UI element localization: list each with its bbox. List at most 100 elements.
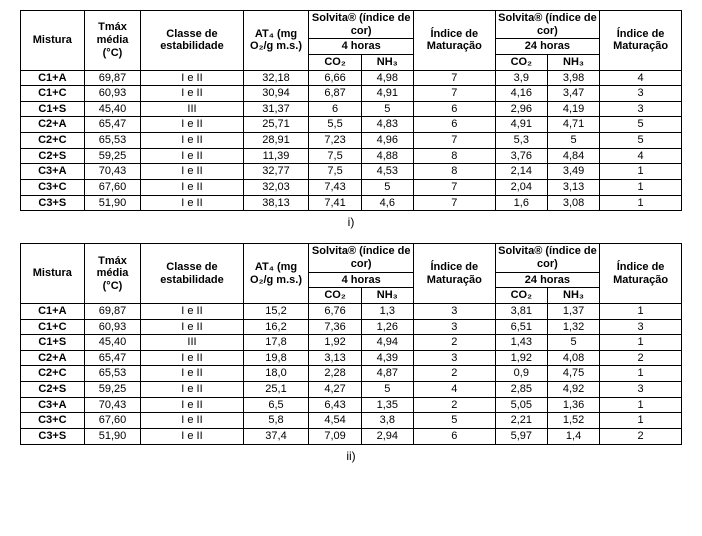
cell-mat2: 1 xyxy=(600,180,682,196)
cell-s24co2: 0,9 xyxy=(495,366,547,382)
table-row: C1+S45,40III31,376562,964,193 xyxy=(21,101,682,117)
header-solv24-co2: CO₂ xyxy=(495,288,547,304)
cell-s24nh3: 1,52 xyxy=(547,413,599,429)
header-solv4-nh3: NH₃ xyxy=(361,288,413,304)
cell-mat2: 1 xyxy=(600,164,682,180)
cell-s4nh3: 4,53 xyxy=(361,164,413,180)
header-solv24-co2: CO₂ xyxy=(495,54,547,70)
table-i: Mistura Tmáx média (°C) Classe de estabi… xyxy=(20,10,682,211)
cell-tmax: 59,25 xyxy=(84,382,141,398)
cell-mat1: 3 xyxy=(413,350,495,366)
cell-classe: I e II xyxy=(141,195,243,211)
cell-tmax: 59,25 xyxy=(84,148,141,164)
cell-s24co2: 3,9 xyxy=(495,70,547,86)
cell-tmax: 51,90 xyxy=(84,429,141,445)
cell-s4nh3: 1,3 xyxy=(361,303,413,319)
cell-s4nh3: 5 xyxy=(361,382,413,398)
cell-tmax: 51,90 xyxy=(84,195,141,211)
cell-tmax: 60,93 xyxy=(84,86,141,102)
cell-s4nh3: 4,87 xyxy=(361,366,413,382)
header-solv4-co2: CO₂ xyxy=(309,54,361,70)
cell-mistura: C2+S xyxy=(21,382,85,398)
header-at4: AT₄ (mg O₂/g m.s.) xyxy=(243,244,309,304)
header-mat2: Índice de Maturação xyxy=(600,11,682,71)
cell-classe: I e II xyxy=(141,86,243,102)
cell-at4: 32,18 xyxy=(243,70,309,86)
cell-s24co2: 6,51 xyxy=(495,319,547,335)
cell-s24nh3: 4,19 xyxy=(547,101,599,117)
cell-tmax: 45,40 xyxy=(84,101,141,117)
cell-mat1: 6 xyxy=(413,429,495,445)
cell-at4: 17,8 xyxy=(243,335,309,351)
cell-mistura: C1+S xyxy=(21,335,85,351)
cell-mat1: 2 xyxy=(413,335,495,351)
cell-s4nh3: 1,35 xyxy=(361,397,413,413)
cell-s4nh3: 4,94 xyxy=(361,335,413,351)
cell-mistura: C2+S xyxy=(21,148,85,164)
cell-mat1: 5 xyxy=(413,413,495,429)
header-solvita24-sub: 24 horas xyxy=(495,39,599,55)
table-row: C1+C60,93I e II16,27,361,2636,511,323 xyxy=(21,319,682,335)
cell-mat2: 3 xyxy=(600,101,682,117)
cell-tmax: 65,53 xyxy=(84,366,141,382)
cell-classe: I e II xyxy=(141,366,243,382)
cell-tmax: 60,93 xyxy=(84,319,141,335)
cell-at4: 6,5 xyxy=(243,397,309,413)
table-row: C3+S51,90I e II38,137,414,671,63,081 xyxy=(21,195,682,211)
cell-classe: I e II xyxy=(141,382,243,398)
cell-tmax: 65,53 xyxy=(84,133,141,149)
cell-s24nh3: 4,84 xyxy=(547,148,599,164)
cell-s24co2: 2,96 xyxy=(495,101,547,117)
cell-classe: I e II xyxy=(141,180,243,196)
cell-mat2: 1 xyxy=(600,413,682,429)
cell-s4co2: 1,92 xyxy=(309,335,361,351)
header-solvita24-sub: 24 horas xyxy=(495,272,599,288)
cell-s4nh3: 4,39 xyxy=(361,350,413,366)
cell-s4co2: 6,87 xyxy=(309,86,361,102)
cell-mistura: C1+S xyxy=(21,101,85,117)
cell-mat1: 7 xyxy=(413,133,495,149)
cell-s24co2: 4,16 xyxy=(495,86,547,102)
cell-mat2: 3 xyxy=(600,86,682,102)
cell-s4co2: 2,28 xyxy=(309,366,361,382)
page: Mistura Tmáx média (°C) Classe de estabi… xyxy=(0,0,702,497)
cell-s24co2: 2,85 xyxy=(495,382,547,398)
cell-s4nh3: 2,94 xyxy=(361,429,413,445)
cell-mat1: 4 xyxy=(413,382,495,398)
cell-s4co2: 7,5 xyxy=(309,164,361,180)
cell-s24co2: 5,3 xyxy=(495,133,547,149)
cell-s4nh3: 4,83 xyxy=(361,117,413,133)
cell-s4co2: 4,54 xyxy=(309,413,361,429)
cell-s4co2: 6,66 xyxy=(309,70,361,86)
cell-classe: I e II xyxy=(141,70,243,86)
cell-at4: 28,91 xyxy=(243,133,309,149)
cell-mat1: 6 xyxy=(413,117,495,133)
cell-mat2: 1 xyxy=(600,366,682,382)
table-row: C1+S45,40III17,81,924,9421,4351 xyxy=(21,335,682,351)
table-ii: Mistura Tmáx média (°C) Classe de estabi… xyxy=(20,243,682,444)
header-classe: Classe de estabilidade xyxy=(141,11,243,71)
cell-at4: 19,8 xyxy=(243,350,309,366)
header-mat1: Índice de Maturação xyxy=(413,11,495,71)
cell-s4co2: 6,76 xyxy=(309,303,361,319)
header-at4: AT₄ (mg O₂/g m.s.) xyxy=(243,11,309,71)
header-solvita24-g: Solvita® (índice de cor) xyxy=(495,11,599,39)
cell-at4: 31,37 xyxy=(243,101,309,117)
cell-mat1: 7 xyxy=(413,180,495,196)
cell-s24nh3: 4,92 xyxy=(547,382,599,398)
cell-s4nh3: 4,98 xyxy=(361,70,413,86)
cell-s24co2: 5,05 xyxy=(495,397,547,413)
cell-mistura: C3+C xyxy=(21,413,85,429)
cell-mat2: 2 xyxy=(600,429,682,445)
cell-s4nh3: 4,96 xyxy=(361,133,413,149)
cell-classe: III xyxy=(141,101,243,117)
table-i-body: C1+A69,87I e II32,186,664,9873,93,984C1+… xyxy=(21,70,682,211)
cell-at4: 25,1 xyxy=(243,382,309,398)
cell-classe: I e II xyxy=(141,148,243,164)
cell-s24nh3: 1,32 xyxy=(547,319,599,335)
cell-s4co2: 7,36 xyxy=(309,319,361,335)
cell-s4nh3: 5 xyxy=(361,101,413,117)
cell-classe: I e II xyxy=(141,164,243,180)
header-mat1: Índice de Maturação xyxy=(413,244,495,304)
cell-mistura: C2+C xyxy=(21,133,85,149)
